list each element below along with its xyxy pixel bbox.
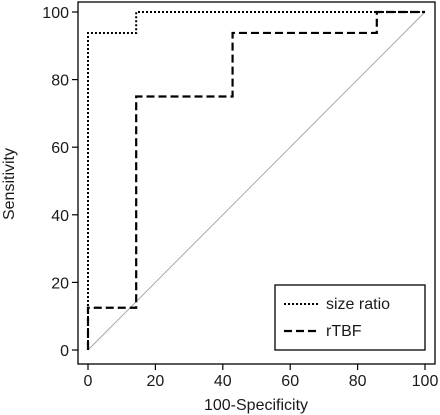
y-axis-title: Sensitivity <box>1 148 18 220</box>
x-axis-ticks: 0 20 40 60 80 100 <box>84 364 439 390</box>
y-tick-label: 40 <box>51 208 69 225</box>
series-line-rtbf <box>86 10 425 350</box>
y-tick-label: 100 <box>42 5 69 22</box>
y-tick-label: 0 <box>60 343 69 360</box>
y-tick-label: 80 <box>51 73 69 90</box>
plot-frame <box>77 1 436 365</box>
legend-label-rtbf: rTBF <box>326 323 362 340</box>
legend-label-size-ratio: size ratio <box>326 296 390 313</box>
x-axis-title: 100-Specificity <box>204 397 308 414</box>
x-tick-label: 0 <box>84 373 93 390</box>
x-tick-label: 40 <box>214 373 232 390</box>
series-line-size-ratio <box>87 11 425 350</box>
y-tick-label: 20 <box>51 275 69 292</box>
x-tick-label: 100 <box>412 373 439 390</box>
x-tick-label: 80 <box>349 373 367 390</box>
legend: size ratio rTBF <box>274 284 426 351</box>
x-tick-label: 60 <box>281 373 299 390</box>
legend-box <box>274 284 426 351</box>
x-tick-label: 20 <box>147 373 165 390</box>
y-tick-label: 60 <box>51 140 69 157</box>
reference-diagonal-line <box>87 11 426 351</box>
y-axis-ticks: 0 20 40 60 80 100 <box>42 5 78 360</box>
series-layer <box>86 10 425 350</box>
